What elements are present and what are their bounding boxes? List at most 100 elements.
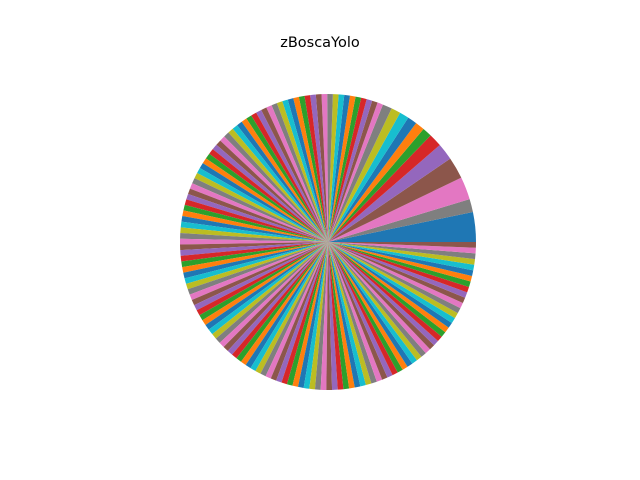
pie-slice-57 [183,204,328,242]
pie-slice-81 [212,242,328,339]
pie-slice-139 [328,242,474,276]
pie-slice-53 [189,183,328,242]
pie-slice-71 [186,242,328,290]
pie-slice-70 [184,242,328,284]
pie-slice-128 [328,242,449,333]
pie-slice-72 [187,242,328,295]
pie-slice-144 [328,242,476,248]
pie-slice-42 [224,132,328,242]
pie-slice-68 [182,242,328,273]
pie-slice-32 [271,103,328,242]
pie-slice-50 [197,168,328,242]
pie-slice-131 [328,242,458,319]
pie-slice-90 [250,242,328,371]
pie-slice-28 [293,96,328,242]
pie-slice-84 [223,242,328,351]
pie-slice-120 [328,242,417,364]
pie-slice-23 [321,94,328,242]
pie-slice-142 [328,242,476,260]
pie-slice-91 [255,242,328,374]
pie-slice-116 [328,242,398,376]
pie-slice-101 [309,242,328,390]
pie-slice-63 [180,238,328,245]
pie-slice-119 [328,242,413,367]
pie-slice-138 [328,242,473,282]
pie-slice-62 [180,233,328,242]
pie-slice-61 [180,227,328,242]
pie-slice-13 [328,102,383,242]
pie-slice-20 [328,94,345,243]
pie-slice-38 [241,118,328,242]
pie-slice-111 [328,242,372,386]
pie-slice-12 [328,104,392,242]
pie-slice-86 [232,242,328,359]
pie-slice-14 [328,100,378,242]
pie-slice-15 [328,99,373,242]
pie-slice-64 [180,242,328,251]
pie-slice-135 [328,242,468,298]
pie-slice-51 [194,172,328,242]
pie-slice-117 [328,242,403,373]
pie-slice-82 [215,242,328,343]
pie-slice-134 [328,242,466,303]
pie-slice-22 [327,94,333,242]
chart-title: zBoscaYolo [280,35,360,51]
pie-slice-114 [328,242,388,380]
pie-slice-103 [320,242,328,390]
pie-slice-49 [199,163,328,242]
pie-slice-78 [202,242,328,325]
pie-slice-59 [181,216,328,242]
pie-slice-24 [315,94,328,242]
pie-slice-93 [265,242,328,379]
pie-slice-106 [328,242,344,390]
pie-slice-126 [328,242,442,342]
pie-slice-55 [186,193,328,242]
pie-slice-112 [328,242,377,384]
pie-slice-66 [180,242,328,262]
pie-slice-21 [328,94,339,242]
pie-slice-97 [286,242,328,386]
pie-slice-110 [328,242,366,387]
pie-slice-76 [196,242,328,316]
pie-slice-113 [328,242,383,382]
pie-slice-118 [328,242,408,370]
pie-slice-5 [328,145,451,242]
pie-slice-89 [245,242,328,369]
pie-slice-45 [212,144,328,242]
pie-slice-98 [292,242,328,387]
pie-slice-87 [236,242,328,362]
pie-slice-137 [328,242,471,287]
pie-slice-132 [328,242,461,314]
pie-slice-80 [208,242,328,335]
pie-slice-129 [328,242,452,328]
pie-slice-140 [328,242,475,271]
pie-slice-115 [328,242,393,378]
pie-slice-30 [282,99,328,242]
pie-slice-56 [184,199,328,242]
pie-slice-107 [328,242,350,390]
pie-slice-92 [260,242,328,377]
pie-slice-69 [183,242,328,279]
pie-slice-1 [328,212,476,242]
pie-slice-46 [209,149,328,242]
pie-slice-100 [303,242,328,389]
pie-slice-125 [328,242,438,346]
pie-slice-40 [232,125,328,242]
pie-slice-95 [276,242,328,383]
pie-slice-37 [246,115,328,242]
pie-slice-133 [328,242,463,309]
pie-slice-127 [328,242,446,337]
pie-slice-35 [256,109,328,242]
pie-slice-109 [328,242,361,388]
pie-slice-4 [328,158,462,242]
pie-slice-73 [189,242,328,300]
pie-slice-33 [266,105,328,242]
pie-slice-108 [328,242,355,389]
pie-slice-75 [194,242,328,311]
pie-slice-79 [205,242,328,330]
pie-slice-29 [287,98,328,242]
pie-slice-67 [181,242,328,268]
pie-slice-104 [326,242,333,390]
pie-slice-3 [328,177,470,242]
